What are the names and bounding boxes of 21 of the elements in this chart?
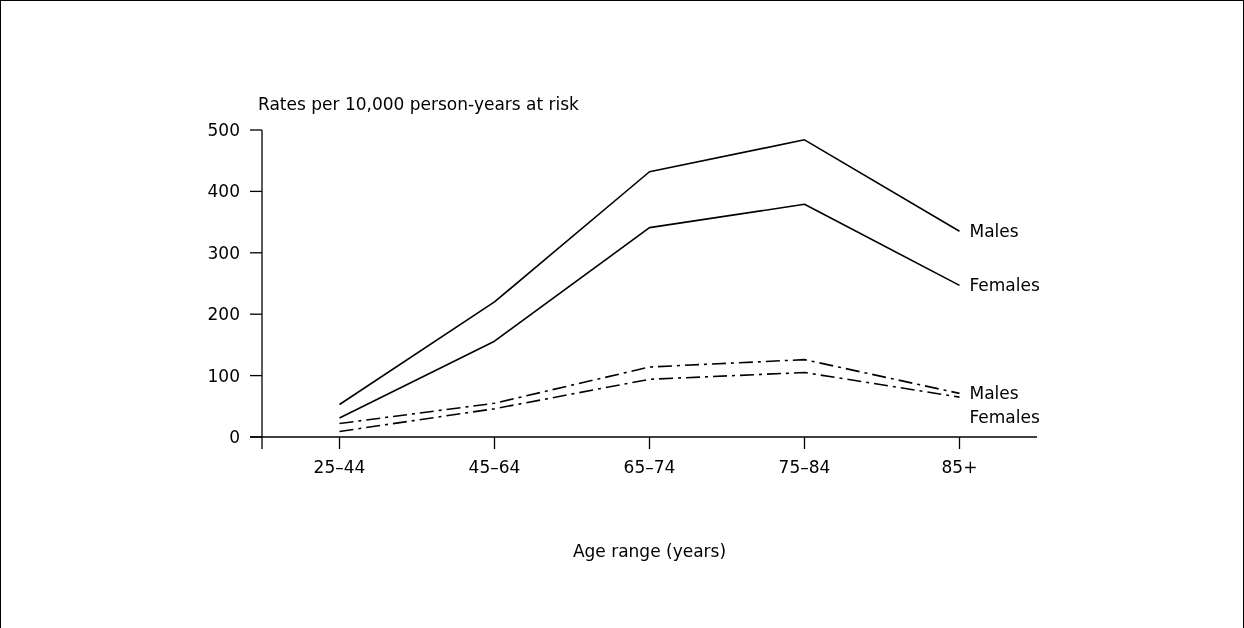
y-tick-label: 200 xyxy=(207,304,240,325)
line-series xyxy=(338,358,961,425)
x-tick-label: 85+ xyxy=(941,457,978,477)
series-label: Males xyxy=(969,221,1019,242)
y-tick-label: 0 xyxy=(229,426,240,447)
y-tick-label: 300 xyxy=(207,242,240,263)
x-tick-label: 75–84 xyxy=(778,457,831,477)
y-tick-label: 100 xyxy=(207,365,240,386)
series-label: Females xyxy=(969,407,1040,428)
y-tick-label: 500 xyxy=(207,119,240,140)
line-series xyxy=(338,371,961,433)
x-axis-title: Age range (years) xyxy=(572,541,727,561)
line-series xyxy=(338,139,961,406)
x-tick-label: 25–44 xyxy=(313,457,366,477)
y-axis-title: Rates per 10,000 person-years at risk xyxy=(258,94,580,114)
x-tick-label: 45–64 xyxy=(468,457,521,477)
series-label: Males xyxy=(969,383,1019,404)
line-series xyxy=(338,203,961,419)
x-tick-label: 65–74 xyxy=(623,457,676,477)
series-label: Females xyxy=(969,275,1040,296)
y-tick-label: 400 xyxy=(207,181,240,202)
